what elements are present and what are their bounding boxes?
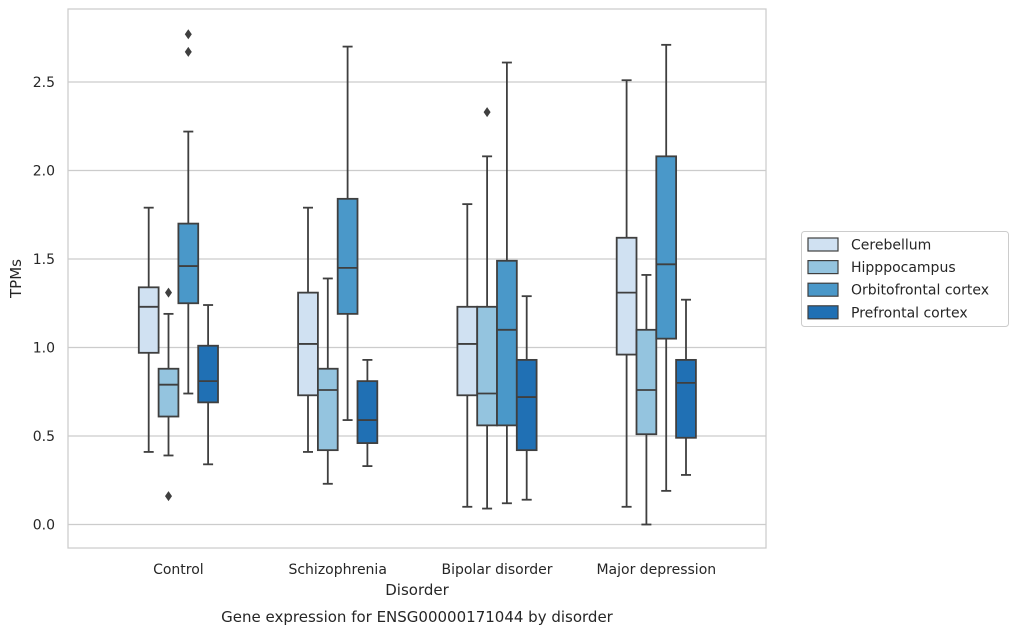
box-body — [157, 367, 180, 418]
y-axis-label: TPMs — [7, 259, 25, 299]
box — [615, 79, 638, 508]
y-tick-label: 0.0 — [33, 518, 55, 534]
legend-label: Cerebellum — [851, 238, 931, 254]
box-body — [496, 259, 518, 427]
x-tick-label: Major depression — [596, 562, 716, 578]
box — [635, 274, 658, 526]
x-tick-label: Bipolar disorder — [441, 562, 552, 578]
y-tick-label: 1.5 — [33, 252, 55, 268]
chart-caption: Gene expression for ENSG00000171044 by d… — [221, 608, 614, 626]
box — [496, 61, 518, 505]
box-body — [615, 236, 638, 356]
y-tick-label: 0.5 — [33, 429, 55, 445]
y-tick-label: 1.0 — [33, 341, 55, 357]
outlier-point — [165, 287, 172, 298]
box — [515, 295, 538, 501]
box — [655, 43, 677, 492]
x-axis-ticks: Control Schizophrenia Bipolar disorder Majo… — [153, 562, 716, 578]
x-axis-label: Disorder — [385, 581, 449, 599]
legend-swatch — [807, 260, 839, 275]
box-body — [197, 344, 219, 404]
legend-label: Prefrontal cortex — [851, 305, 968, 321]
y-tick-label: 2.5 — [33, 75, 55, 91]
y-tick-label: 2.0 — [33, 164, 55, 180]
legend: Cerebellum Hipppocampus Orbitofrontal cort… — [801, 231, 1009, 327]
box-body — [476, 305, 498, 427]
outlier-point — [165, 491, 172, 502]
box — [177, 29, 200, 395]
box-body — [515, 358, 538, 452]
box-body — [655, 155, 677, 340]
box-body — [177, 222, 200, 305]
outlier-point — [483, 107, 491, 118]
box-body — [336, 197, 359, 315]
plot-frame — [67, 8, 767, 549]
box — [356, 358, 379, 467]
box-body — [635, 328, 658, 436]
box — [456, 203, 479, 508]
plot-area — [137, 29, 697, 526]
box — [137, 206, 160, 453]
box — [675, 298, 697, 476]
legend-swatch — [807, 305, 839, 320]
box — [197, 304, 219, 466]
box-body — [137, 286, 160, 354]
legend-swatch — [807, 237, 839, 252]
box — [336, 45, 359, 421]
box — [476, 107, 498, 510]
box-body — [356, 380, 379, 444]
y-axis-ticks: 0.0 0.5 1.0 1.5 2.0 2.5 — [33, 75, 55, 534]
outlier-point — [184, 46, 192, 57]
box-body — [675, 358, 697, 439]
outlier-point — [184, 29, 192, 40]
x-tick-label: Schizophrenia — [288, 562, 386, 578]
legend-frame — [801, 231, 1009, 327]
x-tick-label: Control — [153, 562, 204, 578]
box — [157, 287, 180, 502]
box-body — [316, 367, 339, 452]
legend-label: Hipppocampus — [851, 260, 956, 276]
legend-label: Orbitofrontal cortex — [851, 283, 989, 299]
legend-swatch — [807, 282, 839, 297]
box — [297, 206, 319, 453]
box-body — [456, 305, 479, 397]
box — [316, 277, 339, 485]
